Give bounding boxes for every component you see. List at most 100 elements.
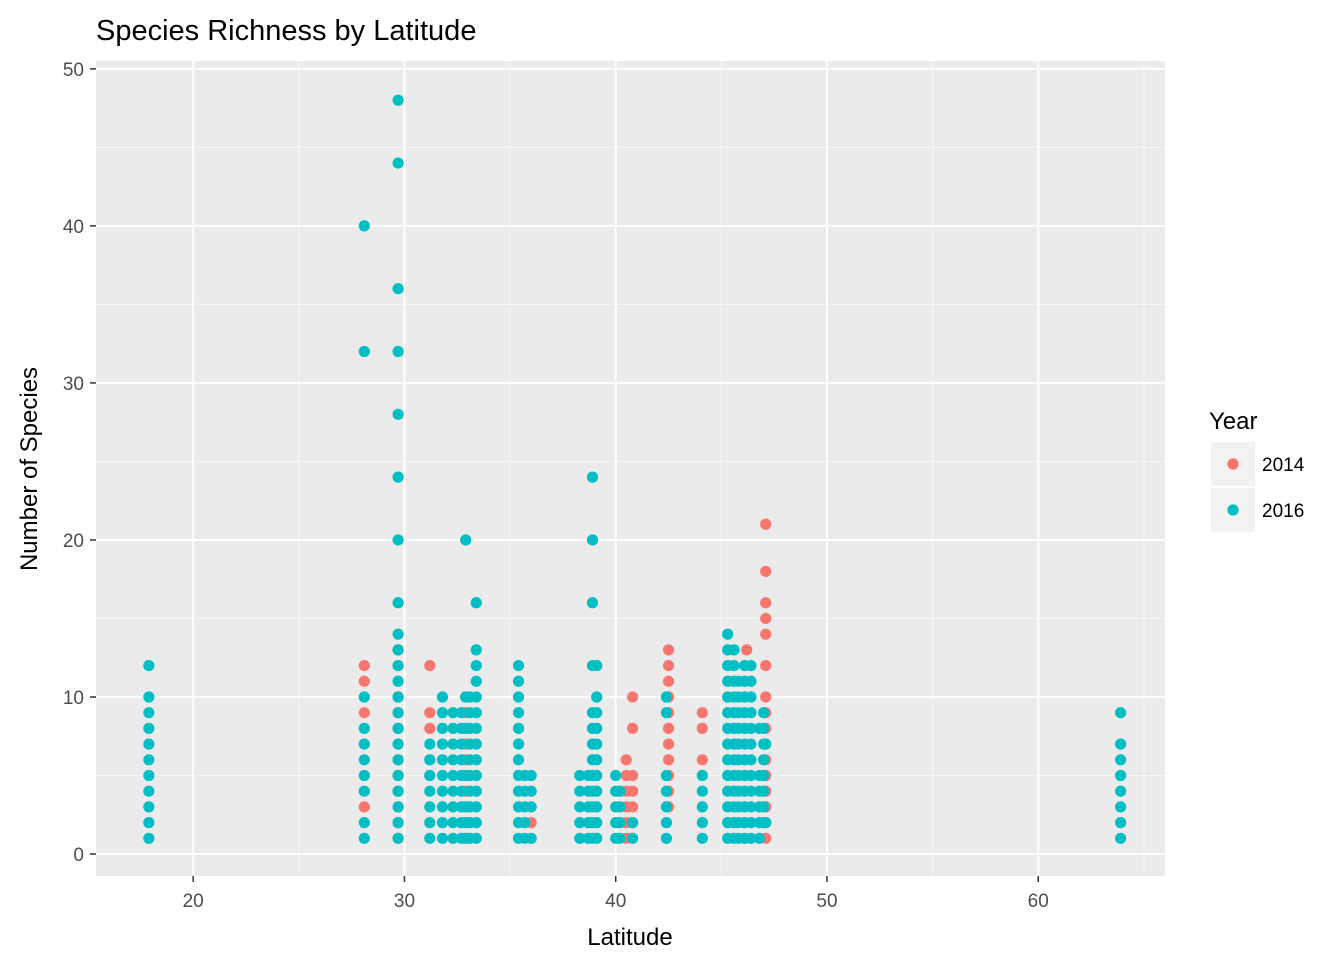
x-axis-title: Latitude [587,924,672,951]
x-tick-label: 60 [1028,891,1049,912]
legend-label-2014: 2014 [1262,455,1305,476]
data-point-2016 [470,738,482,750]
data-point-2016 [745,738,757,750]
data-point-2016 [455,754,468,766]
data-point-2014 [696,722,708,734]
data-point-2016 [424,769,436,782]
data-point-2014 [760,597,772,609]
data-point-2016 [358,785,370,797]
data-point-2016 [525,801,537,813]
data-point-2016 [436,769,449,782]
data-point-2016 [143,707,155,719]
data-point-2016 [722,628,734,640]
data-point-2016 [392,157,404,169]
data-point-2016 [660,707,673,719]
data-point-2016 [757,801,770,813]
data-point-2016 [660,691,673,703]
data-point-2016 [392,94,404,106]
y-axis-title: Number of Species [16,367,43,571]
data-point-2016 [358,832,370,844]
data-point-2016 [591,785,603,797]
data-point-2016 [424,832,436,844]
data-point-2016 [660,785,673,797]
data-point-2014 [627,785,639,797]
data-point-2016 [358,769,370,782]
data-point-2014 [760,565,772,577]
data-point-2016 [1115,817,1127,829]
data-point-2016 [358,345,370,358]
data-point-2016 [745,832,757,844]
data-point-2016 [143,801,155,813]
data-point-2016 [574,801,586,813]
data-point-2014 [424,722,436,734]
data-point-2016 [1115,769,1127,782]
legend-label-2016: 2016 [1262,501,1304,522]
data-point-2016 [358,738,370,750]
data-point-2014 [620,754,632,766]
y-tick-label: 10 [63,688,84,709]
data-point-2014 [662,675,675,687]
data-point-2016 [757,754,770,766]
y-axis: 0 10 20 30 40 50 [63,60,96,866]
data-point-2016 [447,801,459,813]
data-point-2016 [512,754,525,766]
data-point-2016 [512,722,525,734]
data-point-2014 [627,691,639,703]
data-point-2016 [358,754,370,766]
data-point-2014 [358,801,370,813]
data-point-2016 [1115,738,1127,750]
legend: Year 2014 2016 [1209,408,1305,532]
x-tick-label: 20 [183,891,204,912]
data-point-2016 [392,283,404,295]
data-point-2016 [436,707,449,719]
data-point-2014 [760,691,772,703]
data-point-2014 [627,801,639,813]
data-point-2016 [574,832,586,844]
data-point-2014 [741,644,753,656]
data-point-2016 [591,817,603,829]
data-point-2016 [470,707,482,719]
data-point-2016 [392,754,404,766]
data-point-2016 [525,785,537,797]
data-point-2014 [760,628,772,640]
chart-title: Species Richness by Latitude [96,15,476,47]
data-point-2016 [470,817,482,829]
data-point-2016 [745,817,757,829]
data-point-2016 [745,707,757,719]
data-point-2016 [696,832,708,844]
data-point-2016 [1115,832,1127,844]
data-point-2014 [760,659,772,672]
data-point-2016 [760,738,772,750]
data-point-2014 [662,722,675,734]
data-point-2016 [143,659,155,672]
data-point-2016 [512,707,525,719]
data-point-2016 [470,722,482,734]
data-point-2016 [614,785,626,797]
data-point-2016 [447,817,459,829]
data-point-2016 [470,659,482,672]
legend-key-2016 [1227,504,1239,516]
data-point-2016 [455,785,468,797]
data-point-2014 [627,769,639,782]
data-point-2016 [143,785,155,797]
data-point-2016 [745,659,757,672]
data-point-2016 [392,722,404,734]
x-tick-label: 30 [394,891,415,912]
data-point-2016 [728,644,740,656]
data-point-2016 [470,597,482,609]
data-point-2016 [392,785,404,797]
data-point-2016 [696,801,708,813]
data-point-2016 [574,769,586,782]
data-point-2016 [447,722,459,734]
data-point-2016 [455,707,468,719]
data-point-2016 [745,801,757,813]
data-point-2016 [392,345,404,358]
data-point-2016 [660,801,673,813]
y-tick-label: 30 [63,374,84,395]
data-point-2016 [143,722,155,734]
data-point-2014 [358,707,370,719]
data-point-2014 [424,659,436,672]
data-point-2016 [610,769,622,782]
data-point-2016 [1115,754,1127,766]
